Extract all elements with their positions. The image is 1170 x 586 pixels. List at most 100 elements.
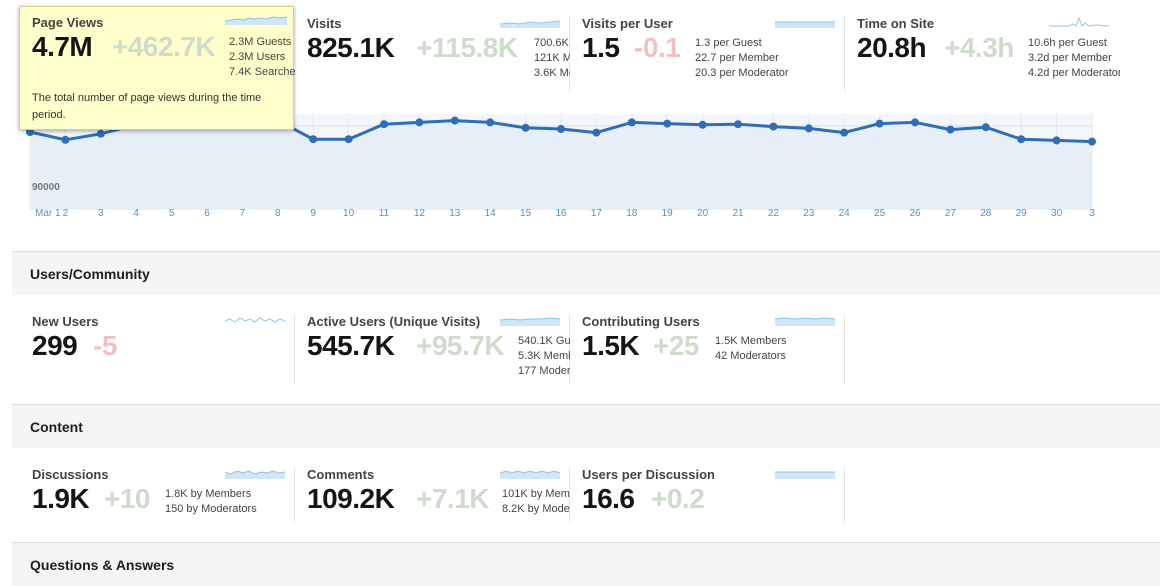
chart-x-tick-label: 2 (63, 208, 69, 219)
metric-delta: +10 (104, 483, 151, 514)
breakdown-item: 7.4K Searches (229, 66, 295, 78)
section-header-questions-answers: Questions & Answers (12, 542, 1160, 586)
chart-point[interactable] (344, 135, 353, 144)
section-title: Users/Community (30, 266, 150, 282)
chart-x-tick-label: 28 (980, 208, 992, 219)
metric-delta: +95.7K (416, 330, 505, 361)
chart-x-tick-label: 16 (555, 208, 567, 219)
metric-delta: -0.1 (634, 32, 681, 63)
metric-discussions[interactable]: Discussions 1.9K +10 1.8K by Members 150… (32, 467, 295, 523)
chart-x-tick-label: 22 (768, 208, 780, 219)
chart-point[interactable] (450, 116, 459, 125)
chart-x-tick-label: 15 (520, 208, 532, 219)
sparkline-icon (225, 470, 285, 479)
metric-delta: +25 (653, 330, 700, 361)
chart-point[interactable] (521, 123, 530, 132)
chart-point[interactable] (698, 120, 707, 129)
chart-x-tick-label: 9 (310, 208, 316, 219)
chart-point[interactable] (1088, 137, 1096, 146)
metric-title: Time on Site (857, 16, 935, 31)
chart-point[interactable] (1052, 136, 1061, 145)
chart-point[interactable] (557, 125, 565, 133)
chart-area-fill (30, 120, 1092, 210)
breakdown-item: 177 Moderators (518, 365, 570, 377)
metric-value: 825.1K (307, 32, 395, 63)
sparkline-icon (500, 470, 560, 479)
section-header-content: Content (12, 404, 1160, 448)
breakdown-item: 1.8K by Members (165, 488, 252, 500)
metric-breakdown: 700.6K Guests 121K Members 3.6K Moderato… (534, 36, 570, 81)
breakdown-item: 3.6K Moderators (534, 67, 570, 79)
metric-value: 1.5K (582, 330, 640, 361)
chart-point[interactable] (734, 120, 742, 129)
chart-point[interactable] (804, 124, 813, 133)
chart-point[interactable] (946, 125, 955, 134)
chart-x-tick-label: 13 (449, 208, 461, 219)
metric-new-users[interactable]: New Users 299 -5 (32, 314, 295, 384)
metric-contributing-users[interactable]: Contributing Users 1.5K +25 1.5K Members… (582, 314, 845, 384)
chart-x-tick-label: 12 (414, 208, 426, 219)
chart-x-tick-label: 29 (1016, 208, 1028, 219)
chart-point[interactable] (840, 128, 849, 137)
metric-title: Active Users (Unique Visits) (307, 314, 481, 329)
metric-time-on-site[interactable]: Time on Site 20.8h +4.3h 10.6h per Guest… (857, 16, 1120, 92)
chart-point[interactable] (663, 119, 672, 128)
chart-x-tick-label: 24 (839, 208, 851, 219)
page-views-title: Page Views (32, 15, 104, 30)
chart-point[interactable] (380, 120, 388, 129)
page-views-delta: +462.7K (112, 31, 216, 62)
chart-point[interactable] (1017, 135, 1026, 144)
chart-x-tick-label: 10 (343, 208, 355, 219)
chart-point[interactable] (875, 119, 884, 128)
chart-x-tick-label: 18 (626, 208, 638, 219)
metric-title: Contributing Users (582, 314, 700, 329)
chart-point[interactable] (61, 135, 70, 144)
metric-delta: +7.1K (416, 483, 490, 514)
sparkline-icon (500, 317, 560, 326)
breakdown-item: 101K by Members (502, 488, 570, 500)
metric-title: Users per Discussion (582, 467, 715, 482)
breakdown-item: 5.3K Members (518, 350, 570, 362)
metric-title: New Users (32, 314, 99, 329)
metric-breakdown: 101K by Members 8.2K by Moderators (502, 487, 570, 517)
page-views-sparkline (225, 16, 287, 25)
chart-x-tick-label: 23 (803, 208, 815, 219)
breakdown-item: 150 by Moderators (165, 503, 257, 515)
section-title: Questions & Answers (30, 557, 175, 573)
chart-point[interactable] (309, 135, 318, 144)
metric-visits[interactable]: Visits 825.1K +115.8K 700.6K Guests 121K… (307, 16, 570, 92)
chart-point[interactable] (96, 129, 105, 138)
metric-comments[interactable]: Comments 109.2K +7.1K 101K by Members 8.… (307, 467, 570, 523)
chart-point[interactable] (26, 128, 34, 136)
tooltip-description: The total number of page views during th… (32, 92, 262, 121)
breakdown-item: 1.5K Members (715, 335, 787, 347)
chart-x-tick-label: 6 (204, 208, 210, 219)
chart-x-tick-label: 17 (591, 208, 603, 219)
chart-point[interactable] (415, 118, 424, 127)
metric-users-per-discussion[interactable]: Users per Discussion 16.6 +0.2 (582, 467, 845, 523)
metric-breakdown: 1.8K by Members 150 by Moderators (165, 487, 285, 517)
metric-active-users[interactable]: Active Users (Unique Visits) 545.7K +95.… (307, 314, 570, 384)
metric-delta: +4.3h (944, 32, 1014, 63)
sparkline-icon (500, 20, 560, 28)
chart-point[interactable] (592, 128, 601, 137)
sparkline-icon (225, 317, 285, 323)
metric-visits-per-user[interactable]: Visits per User 1.5 -0.1 1.3 per Guest 2… (582, 16, 845, 92)
chart-x-tick-label: 19 (662, 208, 674, 219)
chart-point[interactable] (627, 118, 636, 127)
breakdown-item: 8.2K by Moderators (502, 503, 570, 515)
metric-delta: +0.2 (651, 483, 705, 514)
chart-point[interactable] (769, 122, 778, 131)
metric-value: 299 (32, 330, 78, 361)
breakdown-item: 3.2d per Member (1028, 52, 1112, 64)
chart-point[interactable] (911, 118, 919, 127)
chart-x-tick-label: 3 (1089, 208, 1095, 219)
chart-x-tick-label: Mar 1 (35, 208, 61, 219)
chart-x-tick-label: 7 (240, 208, 246, 219)
sparkline-icon (775, 471, 835, 479)
chart-x-tick-label: 8 (275, 208, 281, 219)
chart-x-tick-label: 20 (697, 208, 709, 219)
chart-x-tick-label: 27 (945, 208, 957, 219)
chart-point[interactable] (486, 118, 495, 127)
chart-point[interactable] (981, 123, 990, 132)
